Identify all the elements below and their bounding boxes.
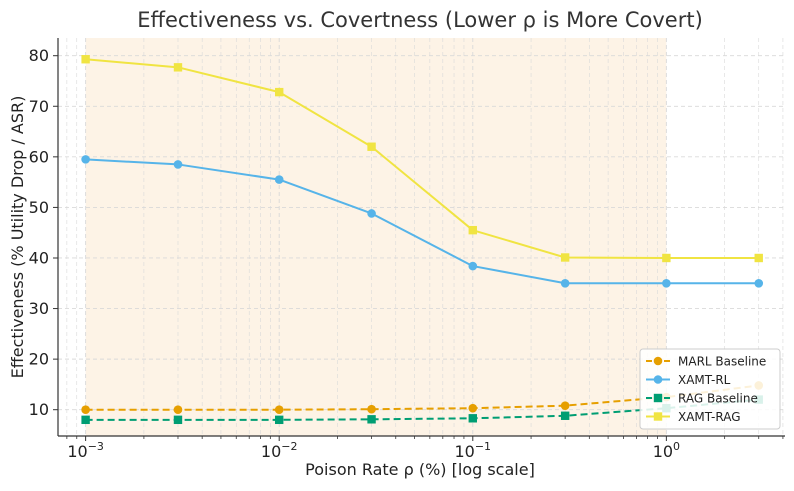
- data-point: [173, 63, 183, 72]
- data-point: [367, 415, 376, 424]
- series-line: [85, 158, 759, 285]
- y-tick-label: 20: [29, 350, 49, 369]
- x-tick-label: 100: [653, 440, 680, 461]
- data-point: [81, 155, 90, 164]
- data-point: [81, 405, 90, 415]
- data-point: [274, 175, 284, 184]
- y-tick-label: 70: [29, 97, 49, 116]
- data-point: [468, 414, 477, 423]
- x-tick-label: 10−3: [67, 440, 104, 461]
- data-point: [754, 278, 764, 288]
- series-xamt-rl: [81, 155, 764, 288]
- data-point: [468, 403, 478, 413]
- y-tick-label: 30: [29, 299, 49, 318]
- data-point: [367, 404, 376, 414]
- data-point: [173, 160, 183, 169]
- data-point: [173, 405, 183, 415]
- y-tick-label: 10: [29, 400, 49, 419]
- data-point: [81, 415, 90, 425]
- grid-layer: [58, 38, 785, 436]
- shaded-region-layer: [85, 38, 667, 436]
- data-point: [560, 411, 570, 420]
- axes-layer: [57, 38, 785, 437]
- data-point: [560, 278, 570, 288]
- x-axis-label: Poison Rate ρ (%) [log scale]: [305, 460, 535, 479]
- data-point: [367, 209, 376, 218]
- data-point: [468, 225, 477, 235]
- data-point: [274, 405, 284, 415]
- shaded-region: [85, 38, 667, 436]
- x-tick-label: 10−1: [454, 440, 491, 461]
- legend-entry-xamt-rl: XAMT-RL: [646, 373, 731, 387]
- legend-box: [639, 348, 781, 430]
- legend-entry-marl-baseline: MARL Baseline: [646, 355, 766, 369]
- y-tick-label: 40: [29, 248, 49, 267]
- legend-marker: [653, 412, 663, 421]
- ticks-layer: 10 20 30 40 50 60 70 80 10−3 10−2 10−1 100: [29, 46, 784, 461]
- data-point: [275, 415, 284, 425]
- legend-marker: [653, 375, 663, 384]
- data-point: [560, 401, 570, 410]
- legend-marker: [653, 393, 663, 403]
- legend-entry-rag-baseline: RAG Baseline: [646, 392, 758, 406]
- data-point: [468, 261, 478, 271]
- y-tick-label: 50: [29, 198, 49, 217]
- legend-label: MARL Baseline: [678, 355, 766, 369]
- chart-title: Effectiveness vs. Covertness (Lower ρ is…: [137, 8, 703, 32]
- legend: MARL Baseline XAMT-RL RAG Baseline XAMT-RAG: [639, 348, 781, 430]
- series-line: [85, 58, 759, 259]
- y-axis-label: Effectiveness (% Utility Drop / ASR): [8, 96, 27, 379]
- data-point: [662, 278, 671, 288]
- data-point: [560, 253, 570, 262]
- data-point: [275, 87, 284, 97]
- data-point: [367, 142, 376, 151]
- legend-label: XAMT-RL: [678, 373, 731, 387]
- data-point: [662, 253, 671, 263]
- legend-label: RAG Baseline: [678, 392, 758, 406]
- y-tick-label: 80: [29, 46, 49, 65]
- data-point: [81, 55, 90, 64]
- series-xamt-rag: [81, 55, 763, 263]
- data-point: [173, 415, 183, 425]
- y-tick-label: 60: [29, 147, 49, 166]
- data-point: [754, 253, 763, 263]
- legend-marker: [653, 356, 663, 366]
- x-tick-label: 10−2: [261, 440, 298, 461]
- legend-label: XAMT-RAG: [678, 410, 741, 424]
- legend-entry-xamt-rag: XAMT-RAG: [646, 410, 741, 424]
